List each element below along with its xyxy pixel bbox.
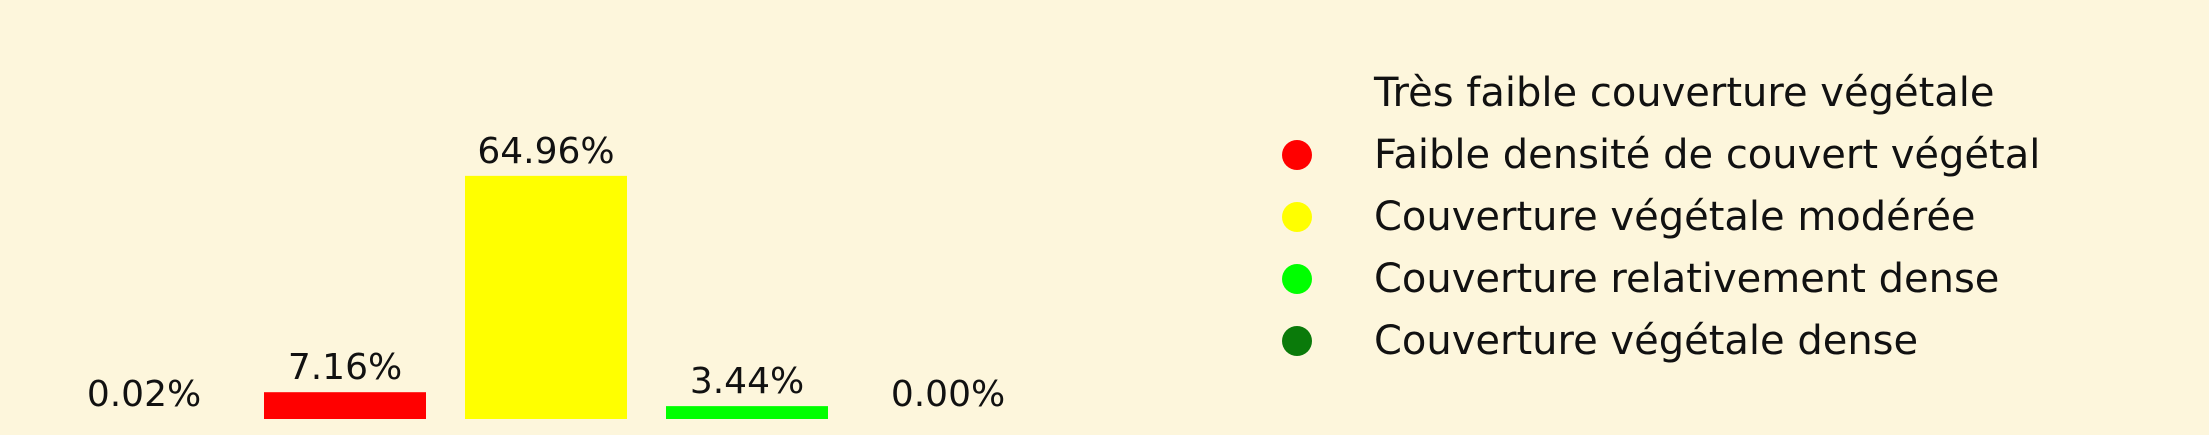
- legend-label: Couverture végétale dense: [1374, 318, 1919, 364]
- bar-2: [465, 175, 627, 419]
- bar-value-label-0: 0.02%: [87, 374, 201, 415]
- legend-item: Très faible couverture végétale: [1270, 62, 2040, 124]
- bar-value-label-1: 7.16%: [288, 347, 402, 388]
- legend-item: Faible densité de couvert végétal: [1270, 124, 2040, 186]
- legend-marker-icon: [1282, 264, 1312, 294]
- legend-label: Faible densité de couvert végétal: [1374, 132, 2041, 178]
- legend-label: Couverture végétale modérée: [1374, 194, 1976, 240]
- legend-label: Couverture relativement dense: [1374, 256, 2000, 302]
- bar-value-label-2: 64.96%: [477, 131, 614, 172]
- legend-marker-icon: [1282, 202, 1312, 232]
- legend-item: Couverture végétale modérée: [1270, 186, 2040, 248]
- bar-value-label-4: 0.00%: [891, 374, 1005, 415]
- legend-marker-icon: [1282, 140, 1312, 170]
- bar-value-label-3: 3.44%: [690, 361, 804, 402]
- bar-3: [666, 406, 828, 419]
- legend-marker-icon: [1282, 78, 1312, 108]
- legend: Très faible couverture végétale Faible de…: [1270, 62, 2040, 372]
- legend-label: Très faible couverture végétale: [1374, 70, 1995, 116]
- bar-1: [264, 392, 426, 419]
- legend-item: Couverture relativement dense: [1270, 248, 2040, 310]
- legend-item: Couverture végétale dense: [1270, 310, 2040, 372]
- legend-marker-icon: [1282, 326, 1312, 356]
